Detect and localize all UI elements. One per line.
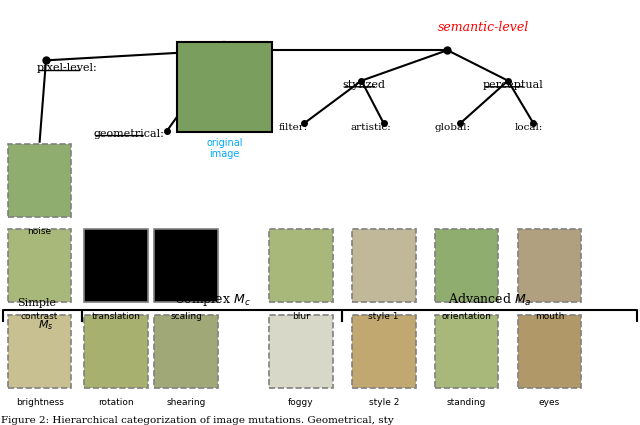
Text: local:: local: xyxy=(515,123,543,132)
Text: rotation: rotation xyxy=(99,398,134,407)
Bar xyxy=(352,229,415,302)
Text: mouth: mouth xyxy=(534,312,564,321)
Bar xyxy=(269,229,333,302)
Text: orientation: orientation xyxy=(442,312,492,321)
Bar xyxy=(177,42,272,131)
Text: brightness: brightness xyxy=(16,398,63,407)
Bar xyxy=(8,229,72,302)
Text: style 2: style 2 xyxy=(369,398,399,407)
Bar xyxy=(518,314,581,388)
Text: geometrical:: geometrical: xyxy=(94,128,164,139)
Bar xyxy=(435,314,499,388)
Bar xyxy=(352,314,415,388)
Text: artistic:: artistic: xyxy=(351,123,391,132)
Bar xyxy=(154,229,218,302)
Text: stylized: stylized xyxy=(342,80,385,90)
Bar xyxy=(84,314,148,388)
Text: style 1: style 1 xyxy=(369,312,399,321)
Bar xyxy=(154,314,218,388)
Text: $M_s$: $M_s$ xyxy=(38,318,54,332)
Bar xyxy=(8,314,72,388)
Bar xyxy=(518,229,581,302)
Text: shearing: shearing xyxy=(166,398,206,407)
Text: global:: global: xyxy=(435,123,470,132)
Text: semantic-level: semantic-level xyxy=(438,21,529,34)
Text: Figure 2: Hierarchical categorization of image mutations. Geometrical, sty: Figure 2: Hierarchical categorization of… xyxy=(1,416,394,425)
Text: foggy: foggy xyxy=(288,398,314,407)
Bar xyxy=(84,229,148,302)
Text: blur: blur xyxy=(292,312,310,321)
Bar xyxy=(435,229,499,302)
Text: Complex $M_c$: Complex $M_c$ xyxy=(174,292,251,309)
Text: perceptual: perceptual xyxy=(483,80,543,90)
Text: contrast: contrast xyxy=(21,312,58,321)
Bar xyxy=(8,144,72,217)
Text: scaling: scaling xyxy=(170,312,202,321)
Text: translation: translation xyxy=(92,312,141,321)
Text: standing: standing xyxy=(447,398,486,407)
Text: Simple: Simple xyxy=(17,298,56,309)
Text: Advanced $M_a$: Advanced $M_a$ xyxy=(448,292,531,309)
Text: noise: noise xyxy=(28,227,52,236)
Text: eyes: eyes xyxy=(539,398,560,407)
Text: pixel-level:: pixel-level: xyxy=(36,63,97,74)
Text: original
image: original image xyxy=(206,138,243,159)
Bar xyxy=(269,314,333,388)
Text: filter:: filter: xyxy=(278,123,308,132)
